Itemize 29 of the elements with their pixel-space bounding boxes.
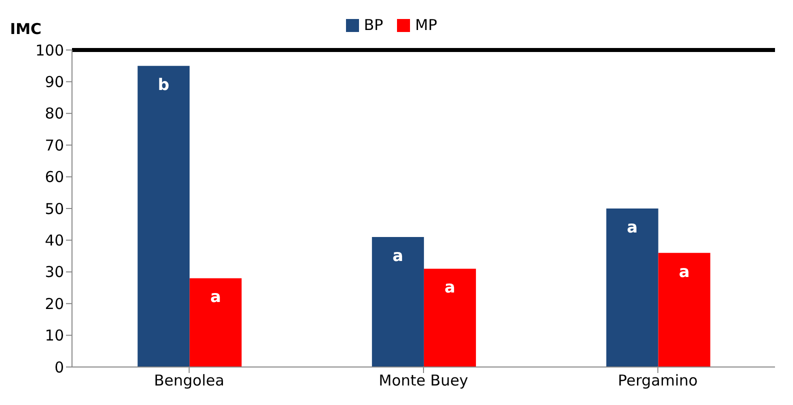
bar <box>138 66 190 367</box>
x-tick-label: Monte Buey <box>378 372 468 390</box>
x-tick-label: Pergamino <box>618 372 698 390</box>
data-label: a <box>678 262 690 281</box>
data-label: a <box>626 218 638 236</box>
y-tick-label: 30 <box>44 263 64 282</box>
y-tick-label: 60 <box>44 168 64 186</box>
y-axis-title: IMC <box>10 20 42 38</box>
y-tick-label: 0 <box>54 358 64 376</box>
data-label: b <box>158 74 170 94</box>
y-tick-label: 80 <box>44 104 64 123</box>
y-tick-label: 40 <box>44 232 64 250</box>
y-tick-label: 70 <box>44 136 64 154</box>
y-tick-label: 50 <box>44 200 64 218</box>
data-label: a <box>444 278 456 297</box>
bar <box>658 252 710 367</box>
legend-label: MP <box>414 16 438 34</box>
x-tick-label: Bengolea <box>154 372 224 390</box>
y-tick-label: 90 <box>44 73 64 92</box>
y-tick-label: 10 <box>44 326 64 345</box>
bar <box>606 208 658 367</box>
data-label: a <box>210 287 222 306</box>
legend-label: BP <box>362 16 384 34</box>
y-tick-label: 20 <box>44 294 64 313</box>
bar <box>424 268 476 367</box>
y-tick-label: 100 <box>35 41 64 60</box>
bar <box>190 278 242 367</box>
data-label: a <box>392 246 404 266</box>
bar <box>372 237 424 367</box>
